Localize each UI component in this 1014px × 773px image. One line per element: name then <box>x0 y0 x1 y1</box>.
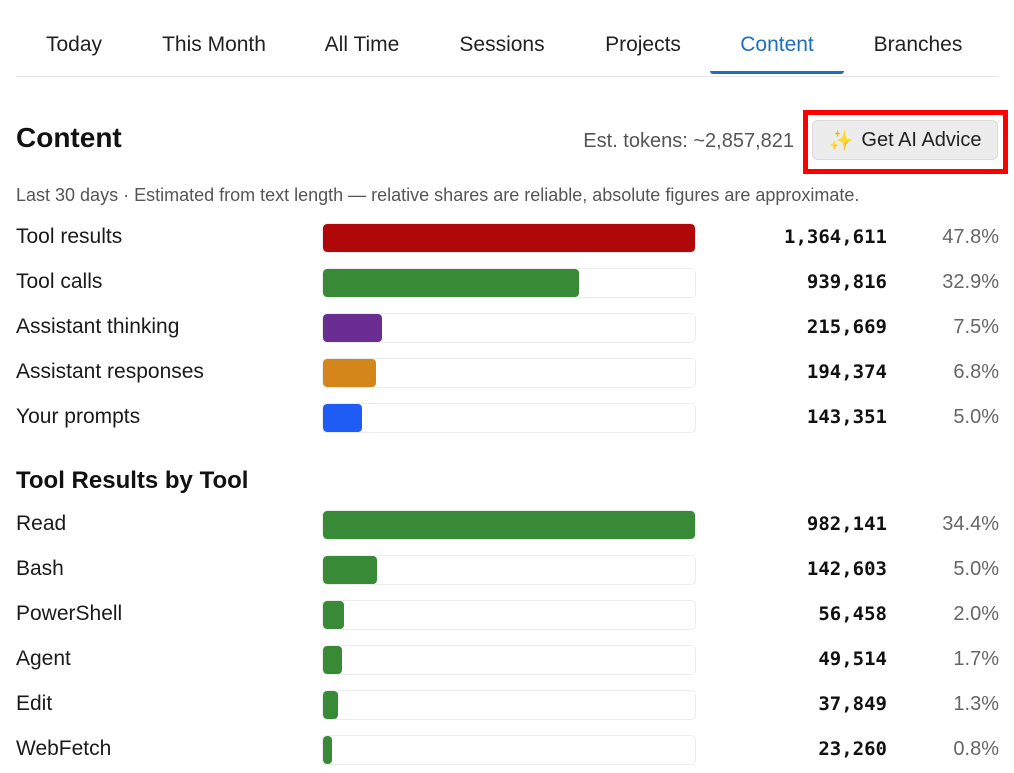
row-percent: 7.5% <box>953 316 999 338</box>
tab-sessions[interactable]: Sessions <box>459 33 545 56</box>
row-label: Assistant thinking <box>16 315 180 338</box>
bar-track <box>322 735 696 765</box>
sparkle-icon: ✨ <box>828 129 854 152</box>
list-item: Your prompts 143,351 5.0% <box>0 403 1014 435</box>
row-label: Tool calls <box>16 270 103 293</box>
row-count: 23,260 <box>818 738 887 760</box>
tab-projects[interactable]: Projects <box>605 33 681 56</box>
row-label: Edit <box>16 692 53 715</box>
tab-all-time[interactable]: All Time <box>324 33 400 56</box>
bar-track <box>322 403 696 433</box>
row-label: Read <box>16 512 67 535</box>
list-item: PowerShell 56,458 2.0% <box>0 600 1014 632</box>
highlight-frame <box>803 110 1008 174</box>
bar-fill <box>323 404 363 432</box>
row-count: 37,849 <box>818 693 887 715</box>
bar-fill <box>323 511 695 539</box>
bar-track <box>322 223 696 253</box>
get-ai-advice-button[interactable]: ✨ Get AI Advice <box>812 120 998 160</box>
tab-this-month[interactable]: This Month <box>162 33 266 56</box>
bar-fill <box>323 736 332 764</box>
row-label: Agent <box>16 647 71 670</box>
bar-track <box>322 555 696 585</box>
row-percent: 1.3% <box>953 693 999 715</box>
bar-track <box>322 268 696 298</box>
get-ai-advice-label: Get AI Advice <box>861 128 982 151</box>
bar-track <box>322 645 696 675</box>
row-percent: 34.4% <box>942 513 999 535</box>
tab-content[interactable]: Content <box>710 16 844 74</box>
row-label: WebFetch <box>16 737 112 760</box>
row-count: 56,458 <box>818 603 887 625</box>
row-count: 143,351 <box>806 406 887 428</box>
row-percent: 5.0% <box>953 406 999 428</box>
content-note: Last 30 days · Estimated from text lengt… <box>16 185 860 205</box>
bar-fill <box>323 691 338 719</box>
row-count: 194,374 <box>806 361 887 383</box>
list-item: WebFetch 23,260 0.8% <box>0 735 1014 767</box>
row-percent: 1.7% <box>953 648 999 670</box>
bar-fill <box>323 359 376 387</box>
page-title: Content <box>16 122 122 153</box>
list-item: Assistant thinking 215,669 7.5% <box>0 313 1014 345</box>
bar-fill <box>323 269 580 297</box>
row-count: 49,514 <box>818 648 887 670</box>
list-item: Read 982,141 34.4% <box>0 510 1014 542</box>
tab-today[interactable]: Today <box>45 33 103 56</box>
row-label: Assistant responses <box>16 360 204 383</box>
bar-fill <box>323 556 377 584</box>
list-item: Tool calls 939,816 32.9% <box>0 268 1014 300</box>
bar-track <box>322 690 696 720</box>
bar-track <box>322 313 696 343</box>
tool-results-title: Tool Results by Tool <box>16 467 249 494</box>
row-percent: 0.8% <box>953 738 999 760</box>
row-count: 1,364,611 <box>784 226 887 248</box>
row-label: PowerShell <box>16 602 123 625</box>
bar-fill <box>323 646 342 674</box>
row-label: Tool results <box>16 225 123 248</box>
bar-fill <box>323 224 695 252</box>
list-item: Bash 142,603 5.0% <box>0 555 1014 587</box>
row-percent: 5.0% <box>953 558 999 580</box>
row-percent: 32.9% <box>942 271 999 293</box>
row-count: 939,816 <box>806 271 887 293</box>
row-label: Bash <box>16 557 64 580</box>
bar-fill <box>323 601 345 629</box>
bar-track <box>322 510 696 540</box>
bar-fill <box>323 314 382 342</box>
row-label: Your prompts <box>16 405 141 428</box>
list-item: Edit 37,849 1.3% <box>0 690 1014 722</box>
tab-bar: Today This Month All Time Sessions Projects C… <box>16 0 998 77</box>
tab-branches[interactable]: Branches <box>873 33 963 56</box>
list-item: Assistant responses 194,374 6.8% <box>0 358 1014 390</box>
row-percent: 47.8% <box>942 226 999 248</box>
row-count: 982,141 <box>806 513 887 535</box>
bar-track <box>322 600 696 630</box>
list-item: Agent 49,514 1.7% <box>0 645 1014 677</box>
estimated-tokens: Est. tokens: ~2,857,821 <box>583 130 794 152</box>
row-percent: 2.0% <box>953 603 999 625</box>
row-percent: 6.8% <box>953 361 999 383</box>
row-count: 142,603 <box>806 558 887 580</box>
bar-track <box>322 358 696 388</box>
row-count: 215,669 <box>806 316 887 338</box>
list-item: Tool results 1,364,611 47.8% <box>0 223 1014 255</box>
